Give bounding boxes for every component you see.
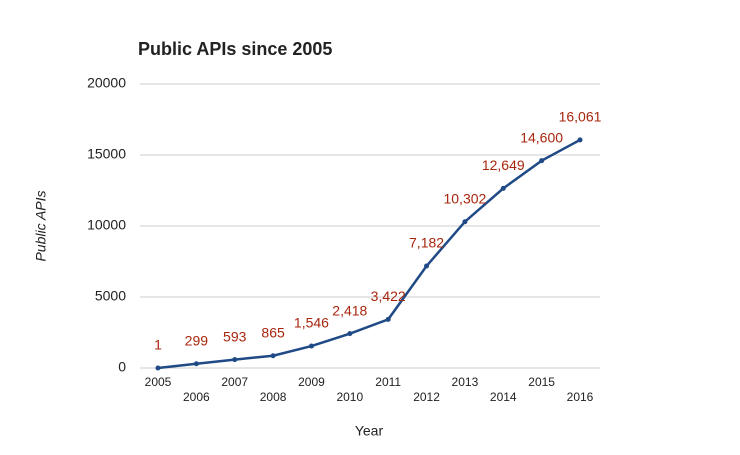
x-axis-label: Year	[355, 423, 384, 439]
y-tick-label: 5000	[95, 288, 126, 304]
data-label: 593	[223, 328, 247, 344]
data-label: 16,061	[559, 109, 602, 125]
x-tick-label: 2005	[145, 375, 172, 389]
data-label: 299	[185, 332, 209, 348]
x-tick-label: 2012	[413, 390, 440, 404]
point	[424, 263, 430, 269]
data-label: 10,302	[443, 190, 486, 206]
data-label: 1	[154, 337, 162, 353]
x-tick-label: 2016	[567, 390, 594, 404]
data-label: 14,600	[520, 129, 563, 145]
chart-title: Public APIs since 2005	[138, 39, 332, 59]
x-tick-label: 2008	[260, 390, 287, 404]
data-label: 865	[261, 324, 285, 340]
y-tick-label: 10000	[87, 217, 126, 233]
y-tick-label: 15000	[87, 146, 126, 162]
y-axis-label: Public APIs	[33, 190, 49, 261]
point	[500, 185, 506, 191]
line	[157, 138, 581, 370]
point	[232, 357, 238, 363]
x-tick-label: 2006	[183, 390, 210, 404]
point	[577, 137, 583, 143]
x-tick-label: 2007	[221, 375, 248, 389]
point	[539, 158, 545, 164]
point	[308, 343, 314, 349]
point	[385, 316, 391, 322]
data-label: 1,546	[294, 315, 329, 331]
data-label: 2,418	[332, 302, 367, 318]
y-tick-label: 0	[118, 359, 126, 375]
x-tick-label: 2013	[452, 375, 479, 389]
point	[270, 353, 276, 359]
point	[347, 331, 353, 337]
x-tick-label: 2009	[298, 375, 325, 389]
point	[155, 365, 161, 371]
data-label: 7,182	[409, 235, 444, 251]
y-tick-label: 20000	[87, 75, 126, 91]
x-tick-label: 2014	[490, 390, 517, 404]
x-tick-label: 2015	[528, 375, 555, 389]
data-label: 12,649	[482, 157, 525, 173]
x-tick-label: 2010	[336, 390, 363, 404]
point	[462, 219, 468, 225]
data-label: 3,422	[371, 288, 406, 304]
point	[193, 361, 199, 367]
x-tick-label: 2011	[375, 375, 401, 389]
